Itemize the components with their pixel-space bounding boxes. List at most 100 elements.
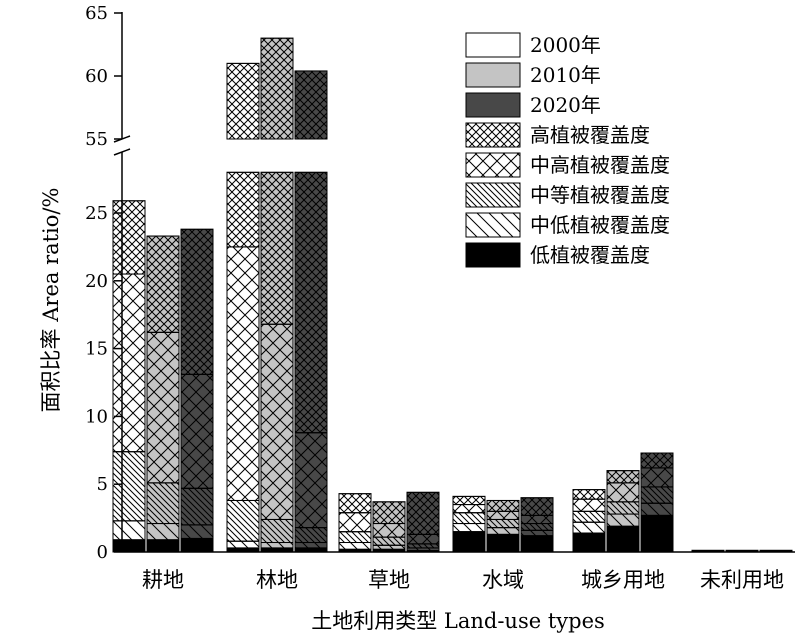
bar-segment-pattern bbox=[606, 525, 640, 553]
bar-segment-pattern bbox=[112, 273, 146, 453]
x-axis-title: 土地利用类型 Land-use types bbox=[311, 609, 605, 633]
legend-label: 中等植被覆盖度 bbox=[530, 183, 670, 207]
axis-break-mark-lower bbox=[113, 148, 131, 156]
bar-segment-pattern bbox=[572, 521, 606, 534]
bar-segment-pattern bbox=[452, 531, 486, 553]
legend-swatch-pattern bbox=[465, 122, 521, 148]
x-tick-label: 草地 bbox=[368, 568, 410, 592]
bar-segment-pattern bbox=[338, 531, 372, 544]
bar-segment-pattern bbox=[226, 62, 260, 140]
y-ticks: 0 5 10 15 20 25 55 60 65 bbox=[85, 3, 122, 563]
legend-label: 高植被覆盖度 bbox=[530, 123, 650, 147]
bar-segment-pattern bbox=[294, 432, 328, 529]
bar-segment-pattern bbox=[486, 518, 520, 529]
bar-segment-pattern bbox=[260, 518, 294, 544]
bar-segment-pattern bbox=[226, 171, 260, 248]
bar-segment-pattern bbox=[640, 502, 674, 516]
y-tick-label: 10 bbox=[85, 406, 108, 427]
legend-label: 2020年 bbox=[530, 93, 601, 117]
bar-segment-pattern bbox=[338, 493, 372, 514]
legend-swatch bbox=[465, 92, 521, 118]
bar-segment-pattern bbox=[452, 523, 486, 533]
bar-segment-pattern bbox=[640, 452, 674, 469]
bar-segment-pattern bbox=[486, 499, 520, 512]
bar-segment-pattern bbox=[294, 527, 328, 544]
legend-swatch-pattern bbox=[465, 152, 521, 178]
bar-segment-pattern bbox=[146, 235, 180, 333]
bar-segment-pattern bbox=[572, 510, 606, 523]
bar-segment-pattern bbox=[112, 200, 146, 275]
bar-segment-pattern bbox=[452, 504, 486, 514]
bar-segment-pattern bbox=[180, 228, 214, 375]
bar-segment-pattern bbox=[226, 499, 260, 542]
y-tick-label: 0 bbox=[97, 542, 108, 563]
bar-segment-pattern bbox=[606, 482, 640, 503]
bar-segment-pattern bbox=[294, 542, 328, 549]
x-tick-label: 未利用地 bbox=[700, 568, 784, 592]
bar-segment-pattern bbox=[180, 487, 214, 526]
bar-segment-pattern bbox=[606, 501, 640, 515]
bar-segment-pattern bbox=[294, 70, 328, 140]
bar-segment-pattern bbox=[486, 527, 520, 535]
x-tick-label: 耕地 bbox=[142, 568, 184, 592]
bar-segment-pattern bbox=[572, 532, 606, 553]
bar-segment-pattern bbox=[406, 543, 440, 549]
bar-segment-pattern bbox=[452, 495, 486, 506]
bar-segment-pattern bbox=[520, 523, 554, 531]
bar-segment-pattern bbox=[226, 540, 260, 549]
bar-segment-pattern bbox=[180, 524, 214, 539]
legend-label: 中低植被覆盖度 bbox=[530, 213, 670, 237]
bar-segment-pattern bbox=[260, 37, 294, 140]
bar-segment-pattern bbox=[572, 498, 606, 512]
bar-segment-pattern bbox=[606, 470, 640, 484]
bar-segment-pattern bbox=[486, 510, 520, 520]
bar-segment-pattern bbox=[260, 171, 294, 325]
bar-segment-pattern bbox=[520, 497, 554, 516]
y-tick-label: 15 bbox=[85, 339, 108, 360]
bar-segment-pattern bbox=[180, 537, 214, 553]
bar-segment-pattern bbox=[572, 489, 606, 500]
bar-segment-pattern bbox=[112, 451, 146, 522]
bar-segment-pattern bbox=[606, 513, 640, 527]
legend-swatch bbox=[465, 62, 521, 88]
x-tick-label: 城乡用地 bbox=[581, 568, 665, 592]
legend-label: 2010年 bbox=[530, 63, 601, 87]
y-tick-label: 25 bbox=[85, 203, 108, 224]
bar-segment-pattern bbox=[180, 373, 214, 489]
y-tick-label: 5 bbox=[97, 474, 108, 495]
bar-segment-pattern bbox=[294, 171, 328, 434]
x-tick-label: 林地 bbox=[256, 568, 298, 592]
bar-segment-pattern bbox=[260, 323, 294, 520]
bar-segment-pattern bbox=[226, 246, 260, 501]
legend-label: 低植被覆盖度 bbox=[530, 243, 650, 267]
bar-segment-pattern bbox=[372, 523, 406, 538]
bar-segment-pattern bbox=[146, 539, 180, 553]
bar-segment-pattern bbox=[260, 542, 294, 549]
y-tick-label: 65 bbox=[85, 3, 108, 24]
y-tick-label: 55 bbox=[85, 129, 108, 150]
bar-segment-pattern bbox=[640, 514, 674, 553]
bar-segment-pattern bbox=[520, 514, 554, 525]
bar-segment-pattern bbox=[338, 512, 372, 533]
bar-segment-pattern bbox=[146, 331, 180, 484]
legend: 2000年 2010年 2020年高植被覆盖度中高植被覆盖度中等植被覆盖度中低植被覆… bbox=[465, 32, 670, 268]
y-axis-title: 面积比率 Area ratio/% bbox=[39, 188, 63, 413]
y-tick-label: 20 bbox=[85, 271, 108, 292]
legend-swatch bbox=[465, 242, 521, 268]
bar-segment-pattern bbox=[338, 542, 372, 550]
legend-swatch bbox=[465, 32, 521, 58]
legend-swatch-pattern bbox=[465, 182, 521, 208]
bar-segment-pattern bbox=[372, 536, 406, 546]
legend-label: 2000年 bbox=[530, 33, 601, 57]
bar-segment-pattern bbox=[146, 523, 180, 541]
bar-segment-pattern bbox=[406, 491, 440, 535]
bars-group bbox=[112, 37, 796, 553]
bar-segment-pattern bbox=[372, 501, 406, 525]
x-tick-label: 水域 bbox=[482, 568, 524, 592]
bar-segment-pattern bbox=[146, 482, 180, 525]
bar-segment-pattern bbox=[372, 544, 406, 550]
legend-label: 中高植被覆盖度 bbox=[530, 153, 670, 177]
bar-segment-pattern bbox=[640, 486, 674, 504]
legend-swatch-pattern bbox=[465, 212, 521, 238]
